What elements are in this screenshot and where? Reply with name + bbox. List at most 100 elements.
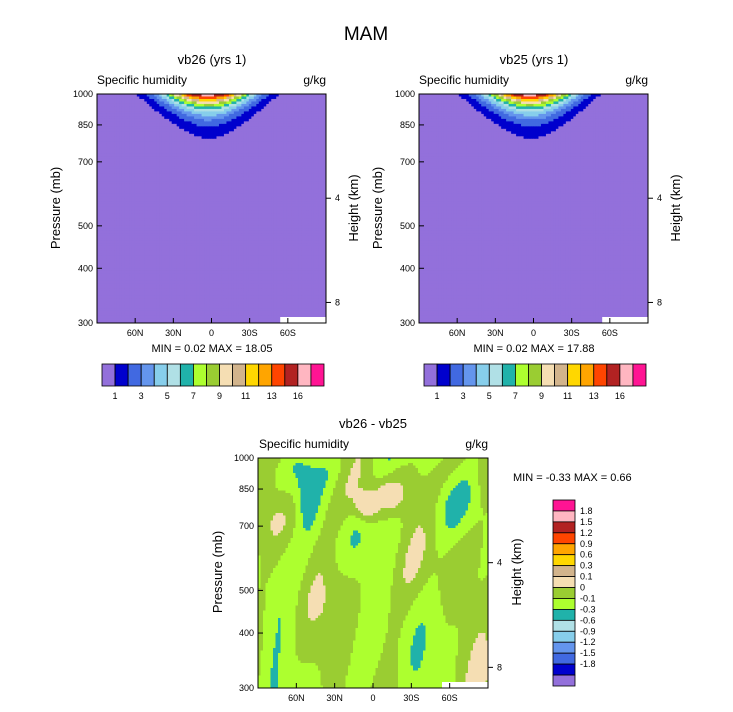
contour-cell	[254, 191, 257, 194]
contour-cell	[132, 121, 135, 124]
contour-cell	[207, 209, 210, 212]
contour-cell	[309, 164, 312, 167]
contour-cell	[187, 171, 190, 174]
contour-cell	[226, 126, 229, 129]
contour-cell	[314, 101, 317, 104]
contour-cell	[207, 96, 210, 99]
contour-cell	[294, 164, 297, 167]
contour-cell	[279, 223, 282, 226]
contour-cell	[167, 146, 170, 149]
contour-cell	[154, 164, 157, 167]
contour-cell	[137, 191, 140, 194]
contour-cell	[99, 213, 102, 216]
contour-cell	[104, 146, 107, 149]
contour-cell	[124, 119, 127, 122]
contour-cell	[132, 116, 135, 119]
contour-cell	[291, 186, 294, 189]
contour-cell	[192, 174, 195, 177]
contour-cell	[174, 171, 177, 174]
contour-cell	[192, 121, 195, 124]
contour-cell	[319, 96, 322, 99]
contour-cell	[209, 206, 212, 209]
contour-cell	[104, 129, 107, 132]
contour-cell	[274, 104, 277, 107]
contour-cell	[162, 171, 165, 174]
contour-cell	[124, 134, 127, 137]
contour-cell	[229, 116, 232, 119]
contour-cell	[269, 218, 272, 221]
contour-cell	[251, 211, 254, 214]
contour-cell	[236, 136, 239, 139]
contour-cell	[154, 226, 157, 229]
contour-cell	[177, 151, 180, 154]
contour-cell	[259, 186, 262, 189]
contour-cell	[137, 213, 140, 216]
contour-cell	[256, 216, 259, 219]
contour-cell	[209, 144, 212, 147]
contour-cell	[197, 104, 200, 107]
contour-cell	[169, 186, 172, 189]
contour-cell	[147, 96, 150, 99]
contour-cell	[152, 228, 155, 231]
contour-cell	[107, 181, 110, 184]
contour-cell	[264, 109, 267, 112]
contour-cell	[182, 119, 185, 122]
contour-cell	[274, 211, 277, 214]
units-label: g/kg	[303, 73, 326, 87]
contour-cell	[207, 116, 210, 119]
contour-cell	[251, 96, 254, 99]
contour-cell	[167, 156, 170, 159]
contour-cell	[167, 161, 170, 164]
contour-cell	[209, 104, 212, 107]
contour-cell	[304, 146, 307, 149]
contour-cell	[187, 161, 190, 164]
contour-cell	[127, 213, 130, 216]
contour-cell	[159, 194, 162, 197]
contour-cell	[214, 159, 217, 162]
contour-cell	[226, 201, 229, 204]
contour-cell	[249, 141, 252, 144]
contour-cell	[271, 106, 274, 109]
contour-cell	[281, 216, 284, 219]
contour-cell	[157, 159, 160, 162]
contour-cell	[189, 186, 192, 189]
contour-cell	[197, 124, 200, 127]
contour-cell	[304, 164, 307, 167]
contour-cell	[132, 196, 135, 199]
contour-cell	[286, 194, 289, 197]
contour-cell	[241, 149, 244, 152]
contour-cell	[152, 151, 155, 154]
contour-cell	[234, 213, 237, 216]
contour-cell	[306, 114, 309, 117]
contour-cell	[229, 149, 232, 152]
contour-cell	[286, 144, 289, 147]
contour-cell	[279, 156, 282, 159]
contour-cell	[184, 159, 187, 162]
contour-cell	[117, 134, 120, 137]
contour-cell	[157, 221, 160, 224]
contour-cell	[197, 96, 200, 99]
contour-cell	[314, 204, 317, 207]
contour-cell	[129, 174, 132, 177]
contour-cell	[249, 146, 252, 149]
contour-cell	[251, 191, 254, 194]
contour-cell	[316, 161, 319, 164]
contour-cell	[187, 139, 190, 142]
contour-cell	[99, 106, 102, 109]
contour-cell	[164, 209, 167, 212]
contour-cell	[281, 156, 284, 159]
contour-cell	[291, 131, 294, 134]
contour-cell	[159, 124, 162, 127]
contour-cell	[256, 196, 259, 199]
contour-cell	[236, 104, 239, 107]
contour-cell	[271, 221, 274, 224]
contour-cell	[104, 184, 107, 187]
contour-cell	[179, 176, 182, 179]
contour-cell	[216, 154, 219, 157]
contour-cell	[174, 131, 177, 134]
contour-cell	[157, 169, 160, 172]
contour-cell	[174, 179, 177, 182]
contour-cell	[174, 111, 177, 114]
contour-cell	[241, 196, 244, 199]
contour-cell	[296, 116, 299, 119]
